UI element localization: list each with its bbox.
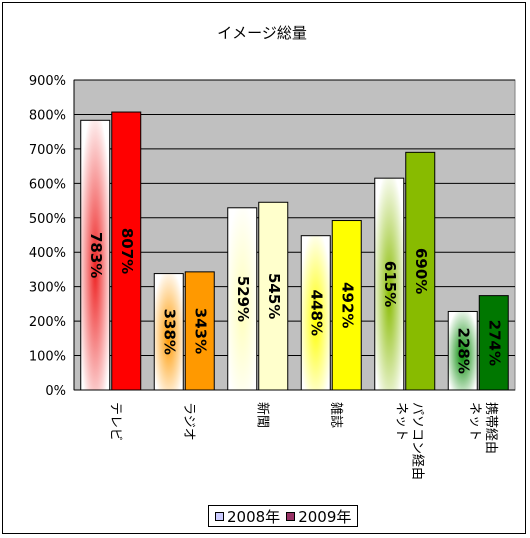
category-label: ネット bbox=[467, 402, 482, 441]
bar-2009 bbox=[405, 151, 436, 391]
bar-2008 bbox=[153, 273, 184, 391]
chart-legend: 2008年 2009年 bbox=[208, 505, 359, 527]
legend-label-2008: 2008年 bbox=[227, 507, 281, 526]
chart-title: イメージ総量 bbox=[217, 24, 307, 42]
y-tick-label: 200% bbox=[29, 315, 66, 330]
data-label: 338% bbox=[160, 309, 178, 355]
bar-2009 bbox=[184, 271, 215, 391]
y-tick-label: 100% bbox=[29, 350, 66, 365]
legend-swatch-2009 bbox=[286, 511, 296, 521]
y-tick-label: 900% bbox=[29, 74, 66, 89]
data-label: 690% bbox=[412, 248, 430, 294]
category-label: 携帯経由 bbox=[483, 402, 499, 454]
data-label: 529% bbox=[234, 276, 252, 322]
y-tick-label: 0% bbox=[45, 384, 66, 399]
bar-2008 bbox=[227, 207, 258, 391]
data-label: 343% bbox=[191, 308, 209, 354]
data-label: 807% bbox=[118, 228, 136, 274]
bar-2008 bbox=[447, 310, 478, 391]
category-label: パソコン経由 bbox=[409, 402, 424, 480]
data-label: 492% bbox=[338, 282, 356, 328]
bar-2009 bbox=[258, 201, 289, 391]
category-label: 新聞 bbox=[254, 402, 270, 428]
bar-2009 bbox=[331, 220, 362, 391]
legend-item-2009: 2009年 bbox=[286, 506, 351, 527]
bar-2009 bbox=[478, 295, 509, 391]
plot-area bbox=[73, 79, 516, 391]
category-label: テレビ bbox=[107, 402, 122, 441]
y-tick-label: 700% bbox=[29, 143, 66, 158]
category-label: ラジオ bbox=[181, 402, 196, 441]
bar-2009 bbox=[111, 111, 142, 391]
data-label: 783% bbox=[87, 232, 105, 278]
category-label: 雑誌 bbox=[328, 402, 344, 428]
y-tick-label: 800% bbox=[29, 108, 66, 123]
y-tick-label: 300% bbox=[29, 281, 66, 296]
bar-2008 bbox=[374, 177, 405, 391]
data-label: 228% bbox=[454, 328, 472, 374]
bar-2008 bbox=[80, 119, 111, 391]
category-label: ネット bbox=[393, 402, 408, 441]
legend-swatch-2008 bbox=[215, 511, 224, 521]
legend-label-2009: 2009年 bbox=[298, 507, 352, 526]
data-label: 274% bbox=[485, 320, 503, 366]
bar-2008 bbox=[300, 235, 331, 391]
y-tick-label: 500% bbox=[29, 212, 66, 227]
legend-item-2008: 2008年 bbox=[215, 506, 280, 527]
y-tick-label: 400% bbox=[29, 246, 66, 261]
data-label: 448% bbox=[307, 290, 325, 336]
y-tick-label: 600% bbox=[29, 177, 66, 192]
data-label: 615% bbox=[381, 261, 399, 307]
data-label: 545% bbox=[265, 273, 283, 319]
